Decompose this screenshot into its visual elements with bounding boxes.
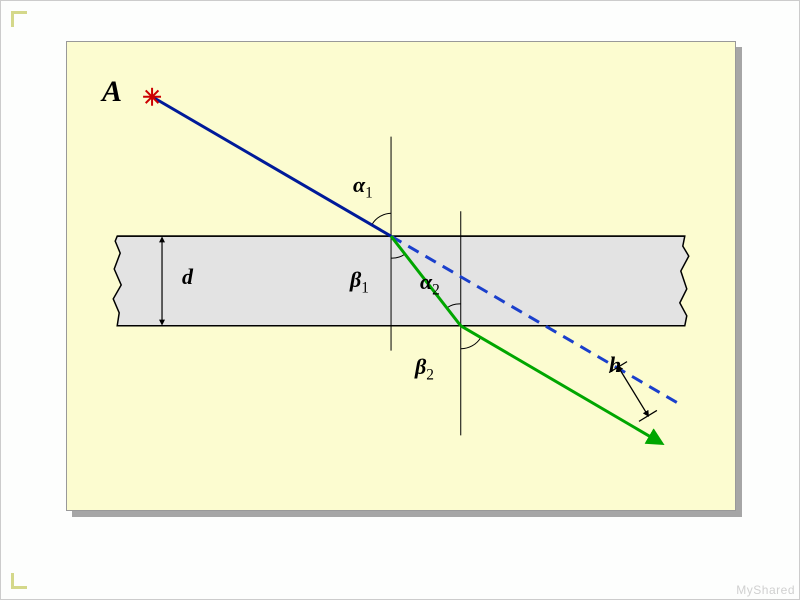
label-alpha1: α1 — [353, 172, 373, 202]
incident-ray — [152, 97, 391, 236]
diagram-panel-wrapper: A d α1 β1 α2 β2 h — [66, 41, 736, 511]
label-beta2: β2 — [415, 354, 434, 384]
watermark: MyShared — [736, 583, 795, 597]
corner-accent-tl — [11, 11, 27, 27]
label-A: A — [102, 75, 122, 109]
label-alpha2: α2 — [420, 269, 440, 299]
label-h: h — [609, 352, 621, 378]
label-d: d — [182, 264, 193, 290]
arc-alpha1 — [372, 213, 391, 224]
refraction-diagram — [67, 42, 735, 510]
emergent-ray — [461, 326, 660, 443]
diagram-panel: A d α1 β1 α2 β2 h — [66, 41, 736, 511]
corner-accent-bl — [11, 573, 27, 589]
source-point-a — [143, 88, 161, 106]
label-beta1: β1 — [350, 267, 369, 297]
arc-beta2 — [461, 338, 481, 349]
